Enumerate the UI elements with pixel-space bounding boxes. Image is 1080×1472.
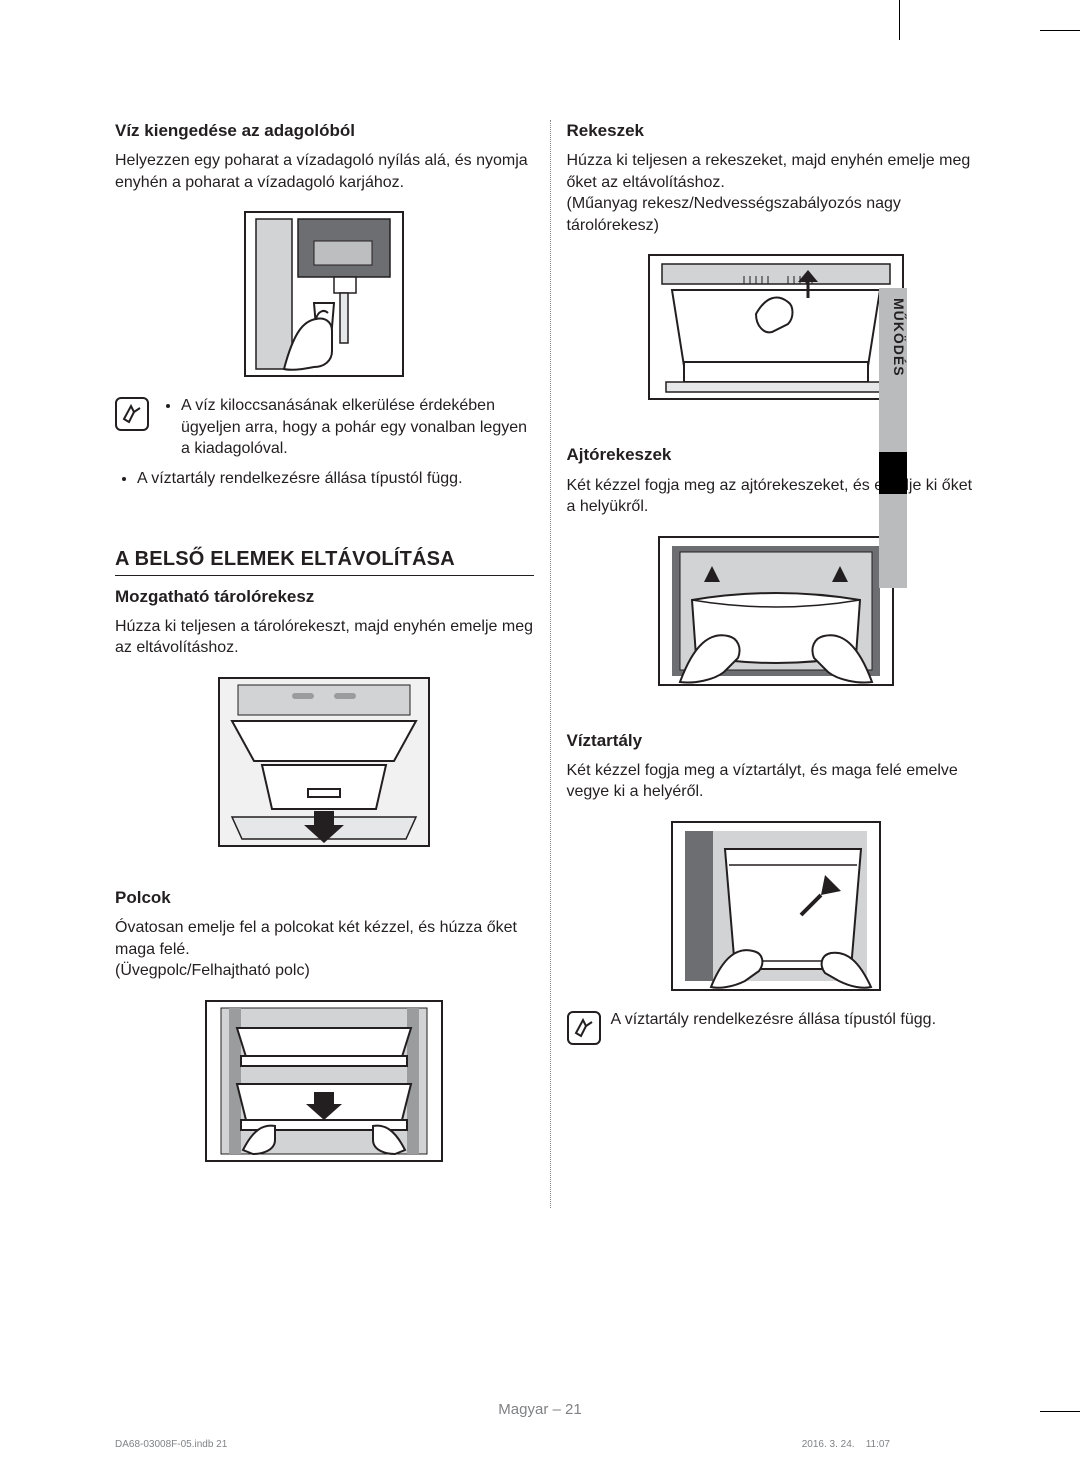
- body-bins-1: Húzza ki teljesen a rekeszeket, majd eny…: [567, 150, 986, 193]
- body-shelves-2: (Üvegpolc/Felhajtható polc): [115, 960, 534, 982]
- imprint-datetime: 2016. 3. 24. 11:07: [802, 1439, 890, 1450]
- left-column: Víz kiengedése az adagolóból Helyezzen e…: [115, 120, 534, 1208]
- illustration-shelves: [205, 1000, 443, 1162]
- side-tab-marker: [879, 452, 907, 494]
- heading-shelves: Polcok: [115, 887, 534, 909]
- heading-sliding-shelf: Mozgatható tárolórekesz: [115, 586, 534, 608]
- body-sliding-shelf: Húzza ki teljesen a tárolórekeszt, majd …: [115, 616, 534, 659]
- content-columns: Víz kiengedése az adagolóból Helyezzen e…: [115, 120, 985, 1208]
- illustration-doorbins: [658, 536, 894, 686]
- imprint: DA68-03008F-05.indb 21 2016. 3. 24. 11:0…: [115, 1439, 890, 1450]
- crop-mark: [899, 0, 900, 40]
- body-dispenser: Helyezzen egy poharat a vízadagoló nyílá…: [115, 150, 534, 193]
- note-text: A víztartály rendelkezésre állása típust…: [611, 1009, 937, 1031]
- note-item: A víz kiloccsanásának elkerülése érdekéb…: [181, 395, 534, 460]
- body-shelves-1: Óvatosan emelje fel a polcokat két kézze…: [115, 917, 534, 960]
- heading-dispenser: Víz kiengedése az adagolóból: [115, 120, 534, 142]
- note-icon: [115, 397, 149, 431]
- note-item: A víztartály rendelkezésre állása típust…: [137, 468, 534, 490]
- body-doorbins: Két kézzel fogja meg az ajtórekeszeket, …: [567, 475, 986, 518]
- body-watertank: Két kézzel fogja meg a víztartályt, és m…: [567, 760, 986, 803]
- illustration-dispenser: [244, 211, 404, 377]
- note-icon: [567, 1011, 601, 1045]
- note-watertank: A víztartály rendelkezésre állása típust…: [567, 1009, 986, 1045]
- side-tab: MŰKÖDÉS: [879, 288, 907, 588]
- section-title: A BELSŐ ELEMEK ELTÁVOLÍTÁSA: [115, 548, 534, 576]
- imprint-file: DA68-03008F-05.indb 21: [115, 1439, 227, 1450]
- page-footer: Magyar – 21: [0, 1401, 1080, 1418]
- note-list-outdent: A víztartály rendelkezésre állása típust…: [115, 468, 534, 490]
- note-list: A víz kiloccsanásának elkerülése érdekéb…: [159, 395, 534, 464]
- heading-bins: Rekeszek: [567, 120, 986, 142]
- illustration-watertank: [671, 821, 881, 991]
- note-dispenser: A víz kiloccsanásának elkerülése érdekéb…: [115, 395, 534, 464]
- heading-doorbins: Ajtórekeszek: [567, 444, 986, 466]
- column-divider: [550, 120, 551, 1208]
- right-column: Rekeszek Húzza ki teljesen a rekeszeket,…: [567, 120, 986, 1208]
- side-tab-label: MŰKÖDÉS: [879, 298, 907, 438]
- heading-watertank: Víztartály: [567, 730, 986, 752]
- illustration-bins: [648, 254, 904, 400]
- body-bins-2: (Műanyag rekesz/Nedvességszabályozós nag…: [567, 193, 986, 236]
- illustration-sliding-shelf: [218, 677, 430, 847]
- page: MŰKÖDÉS Víz kiengedése az adagolóból Hel…: [0, 0, 1080, 1472]
- crop-mark: [1040, 30, 1080, 31]
